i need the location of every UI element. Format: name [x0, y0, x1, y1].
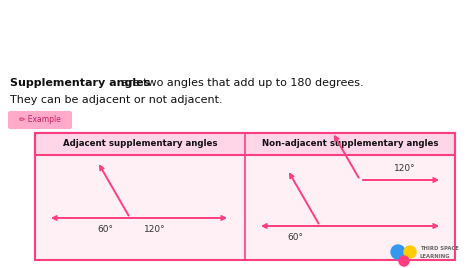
Text: THIRD SPACE: THIRD SPACE: [420, 247, 459, 251]
Text: They can be adjacent or not adjacent.: They can be adjacent or not adjacent.: [10, 95, 223, 105]
Text: Supplementary Angles: Supplementary Angles: [10, 19, 313, 43]
FancyBboxPatch shape: [35, 133, 455, 260]
FancyBboxPatch shape: [35, 133, 455, 155]
Text: 60°: 60°: [97, 225, 113, 234]
Circle shape: [404, 246, 416, 258]
Text: LEARNING: LEARNING: [420, 255, 451, 259]
Circle shape: [399, 256, 409, 266]
Circle shape: [391, 245, 405, 259]
Text: 120°: 120°: [394, 165, 416, 173]
Text: Adjacent supplementary angles: Adjacent supplementary angles: [63, 139, 217, 148]
Text: 120°: 120°: [144, 225, 166, 234]
Text: Supplementary angles: Supplementary angles: [10, 78, 150, 88]
Text: ✏ Example: ✏ Example: [19, 116, 61, 124]
Text: are two angles that add up to 180 degrees.: are two angles that add up to 180 degree…: [118, 78, 364, 88]
Text: Non-adjacent supplementary angles: Non-adjacent supplementary angles: [262, 139, 438, 148]
FancyBboxPatch shape: [8, 111, 72, 129]
Text: 60°: 60°: [287, 233, 303, 243]
